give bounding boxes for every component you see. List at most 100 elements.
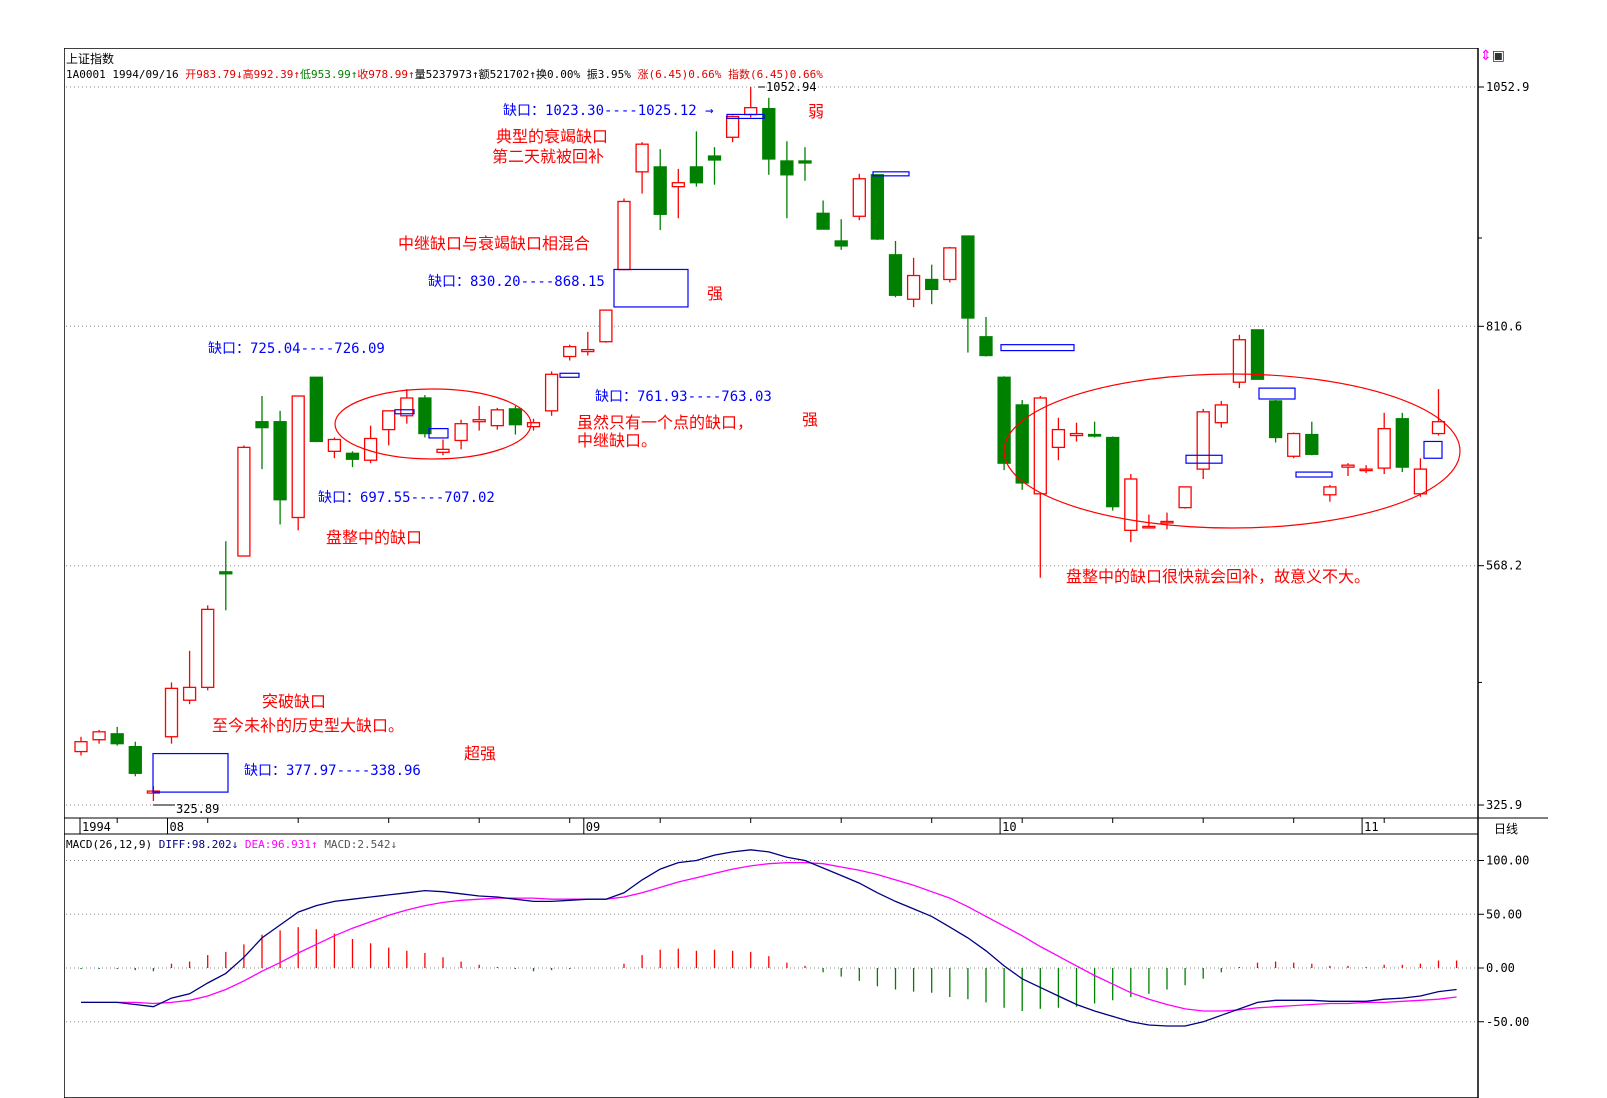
gap-box: [1185, 454, 1223, 464]
candle-body: [436, 448, 450, 453]
macd-tick-label: -50.00: [1486, 1015, 1529, 1029]
price-tick-label: 325.9: [1486, 798, 1522, 812]
candle: [834, 219, 848, 250]
macd-value: MACD:2.542↓: [324, 838, 398, 851]
index-code: 1A0001: [66, 68, 106, 81]
candle: [273, 410, 287, 525]
gap-label: 缺口：761.93----763.03: [595, 389, 772, 405]
candle-body: [997, 376, 1011, 464]
candle: [997, 376, 1011, 471]
candle-body: [400, 397, 414, 417]
candle-body: [925, 278, 939, 291]
gap-label: 缺口：377.97----338.96: [244, 763, 421, 779]
candle-body: [1232, 339, 1247, 383]
gap-box: [613, 268, 689, 308]
candle-body: [1431, 421, 1446, 435]
candle-body: [544, 373, 559, 412]
candle: [1250, 329, 1265, 380]
candle: [635, 142, 649, 194]
candle: [707, 147, 722, 185]
candle: [1413, 458, 1428, 497]
candle-body: [762, 107, 776, 160]
candle: [472, 405, 486, 431]
annotation-text: 强: [802, 410, 818, 429]
candle: [762, 97, 776, 175]
candle: [237, 445, 251, 557]
candle: [852, 173, 866, 221]
candle: [291, 395, 305, 531]
candle-body: [834, 240, 848, 247]
annotation-text: 至今未补的历史型大缺口。: [212, 716, 404, 735]
candle: [816, 200, 830, 230]
annotation-text: 虽然只有一个点的缺口，: [577, 413, 753, 432]
candle-body: [219, 571, 233, 575]
candle: [436, 439, 450, 456]
candle-body: [599, 309, 613, 343]
candle: [309, 376, 323, 443]
candle: [689, 131, 704, 187]
candle-body: [291, 395, 305, 519]
candle-body: [870, 174, 885, 240]
annotation-text: 第二天就被回补: [492, 147, 604, 166]
candle: [617, 198, 631, 271]
gap-box: [428, 427, 449, 439]
candle: [979, 317, 993, 357]
candle: [1323, 484, 1337, 502]
candle-body: [1196, 411, 1210, 470]
amount-value: 额521702↑: [478, 68, 537, 81]
candle: [182, 650, 197, 705]
candle: [653, 149, 667, 231]
candle: [74, 736, 88, 756]
candle-body: [798, 160, 812, 164]
candle: [1106, 436, 1120, 511]
annotation-text: 弱: [808, 102, 824, 121]
candle: [725, 115, 740, 143]
gap-box: [394, 409, 415, 415]
candle: [1341, 463, 1355, 477]
gap-box: [1423, 440, 1443, 459]
candle-body: [581, 348, 595, 353]
gap-box: [559, 372, 580, 378]
date-tick-label: 08: [170, 820, 184, 834]
gap-box: [152, 752, 229, 793]
period-button[interactable]: 日线: [1494, 822, 1519, 836]
candle-body: [418, 397, 432, 435]
candle-body: [635, 143, 649, 173]
candle: [1160, 512, 1174, 530]
candle-body: [943, 247, 957, 281]
gap-label: 缺口：1023.30----1025.12 →: [503, 103, 714, 119]
candle-body: [1214, 404, 1228, 424]
amplitude-value: 振3.95%: [586, 68, 631, 81]
candle-body: [110, 733, 124, 745]
candle-body: [182, 686, 197, 701]
candle: [201, 605, 215, 691]
gap-box: [872, 171, 910, 177]
candle: [327, 437, 342, 459]
candle: [1069, 422, 1084, 442]
candle-body: [74, 741, 88, 753]
candle: [255, 396, 269, 470]
arrows-icon[interactable]: ⇕: [1480, 48, 1492, 64]
candle: [490, 407, 504, 430]
candle-body: [1106, 436, 1120, 508]
candle-body: [1268, 400, 1283, 439]
gap-box: [1295, 471, 1333, 478]
candle-body: [472, 419, 486, 423]
candle-body: [237, 446, 251, 557]
candle: [110, 726, 124, 746]
candle-body: [490, 409, 504, 427]
high-price-label: 1052.94: [766, 80, 817, 94]
candle: [382, 410, 396, 446]
candle-body: [92, 731, 106, 741]
window-icon[interactable]: ▣: [1491, 48, 1505, 64]
candle: [925, 264, 939, 305]
candle-body: [1051, 428, 1066, 449]
candle-body: [345, 452, 360, 460]
candle: [1142, 514, 1156, 529]
candle-body: [1305, 433, 1319, 455]
annotation-text: 典型的衰竭缺口: [496, 127, 608, 146]
candle-body: [906, 274, 921, 300]
candle-body: [1413, 468, 1428, 495]
annotation-text: 盘整中的缺口很快就会回补，故意义不大。: [1066, 567, 1370, 586]
candle: [1196, 408, 1210, 479]
